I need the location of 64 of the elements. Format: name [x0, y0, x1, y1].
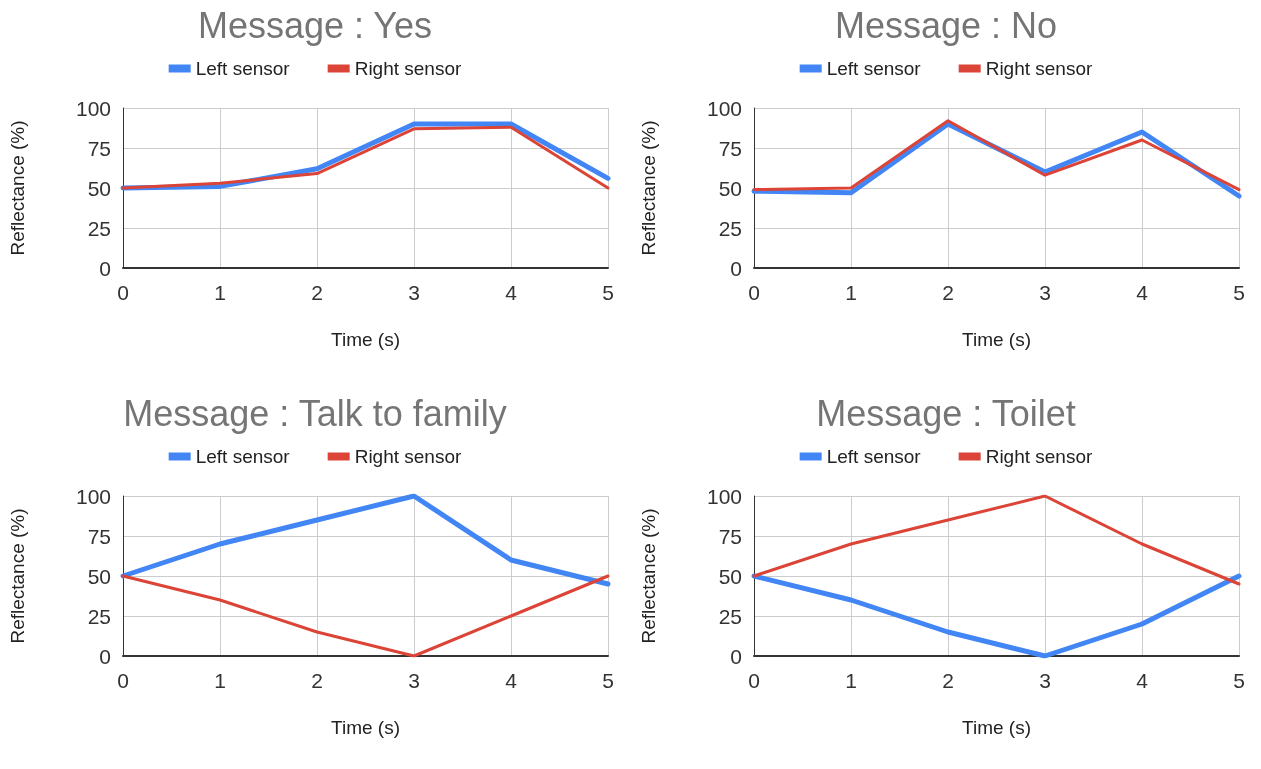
- x-tick-label: 5: [1233, 669, 1245, 692]
- x-tick-label: 5: [602, 669, 614, 692]
- x-axis-title: Time (s): [331, 329, 400, 350]
- x-tick-label: 2: [942, 281, 954, 304]
- y-tick-label: 50: [718, 564, 742, 588]
- legend-label: Right sensor: [985, 58, 1093, 79]
- y-tick-label: 25: [87, 604, 111, 628]
- x-tick-label: 0: [748, 669, 760, 692]
- legend-label: Left sensor: [195, 58, 291, 79]
- y-tick-label: 100: [75, 96, 111, 120]
- chart-title: Message : Yes: [197, 4, 433, 46]
- y-tick-label: 75: [87, 524, 111, 548]
- y-axis-title: Reflectance (%): [7, 120, 28, 256]
- x-tick-label: 3: [408, 281, 420, 304]
- x-tick-label: 3: [1039, 281, 1051, 304]
- y-tick-label: 50: [87, 564, 111, 588]
- x-tick-label: 3: [408, 669, 420, 692]
- legend-label: Left sensor: [826, 58, 922, 79]
- x-tick-label: 0: [117, 281, 129, 304]
- y-tick-label: 0: [99, 256, 111, 280]
- x-tick-label: 4: [1136, 281, 1149, 304]
- y-tick-label: 0: [730, 644, 742, 668]
- y-tick-label: 25: [718, 604, 742, 628]
- y-tick-label: 0: [99, 644, 111, 668]
- y-tick-label: 100: [706, 96, 742, 120]
- x-axis-title: Time (s): [331, 717, 400, 738]
- y-tick-label: 100: [706, 484, 742, 508]
- legend-label: Right sensor: [354, 58, 462, 79]
- y-tick-label: 75: [87, 136, 111, 160]
- y-tick-label: 75: [718, 524, 742, 548]
- x-tick-label: 1: [214, 669, 226, 692]
- x-tick-label: 2: [942, 669, 954, 692]
- legend-label: Right sensor: [985, 446, 1093, 467]
- x-tick-label: 0: [748, 281, 760, 304]
- y-axis-title: Reflectance (%): [638, 508, 659, 644]
- y-tick-label: 25: [87, 216, 111, 240]
- x-tick-label: 4: [1136, 669, 1149, 692]
- x-tick-label: 1: [214, 281, 226, 304]
- x-tick-label: 4: [505, 281, 518, 304]
- y-tick-label: 100: [75, 484, 111, 508]
- x-axis-title: Time (s): [962, 717, 1031, 738]
- legend-label: Right sensor: [354, 446, 462, 467]
- y-axis-title: Reflectance (%): [7, 508, 28, 644]
- chart-title: Message : No: [834, 4, 1058, 46]
- x-tick-label: 5: [602, 281, 614, 304]
- x-axis-title: Time (s): [962, 329, 1031, 350]
- legend-label: Left sensor: [826, 446, 922, 467]
- x-tick-label: 4: [505, 669, 518, 692]
- y-tick-label: 50: [87, 176, 111, 200]
- x-tick-label: 2: [311, 669, 323, 692]
- y-tick-label: 25: [718, 216, 742, 240]
- x-tick-label: 0: [117, 669, 129, 692]
- y-axis-title: Reflectance (%): [638, 120, 659, 256]
- x-tick-label: 3: [1039, 669, 1051, 692]
- y-tick-label: 75: [718, 136, 742, 160]
- x-tick-label: 1: [845, 281, 857, 304]
- y-tick-label: 50: [718, 176, 742, 200]
- y-tick-label: 0: [730, 256, 742, 280]
- chart-title: Message : Talk to family: [123, 392, 507, 434]
- x-tick-label: 5: [1233, 281, 1245, 304]
- chart-title: Message : Toilet: [816, 392, 1076, 434]
- x-tick-label: 1: [845, 669, 857, 692]
- x-tick-label: 2: [311, 281, 323, 304]
- legend-label: Left sensor: [195, 446, 291, 467]
